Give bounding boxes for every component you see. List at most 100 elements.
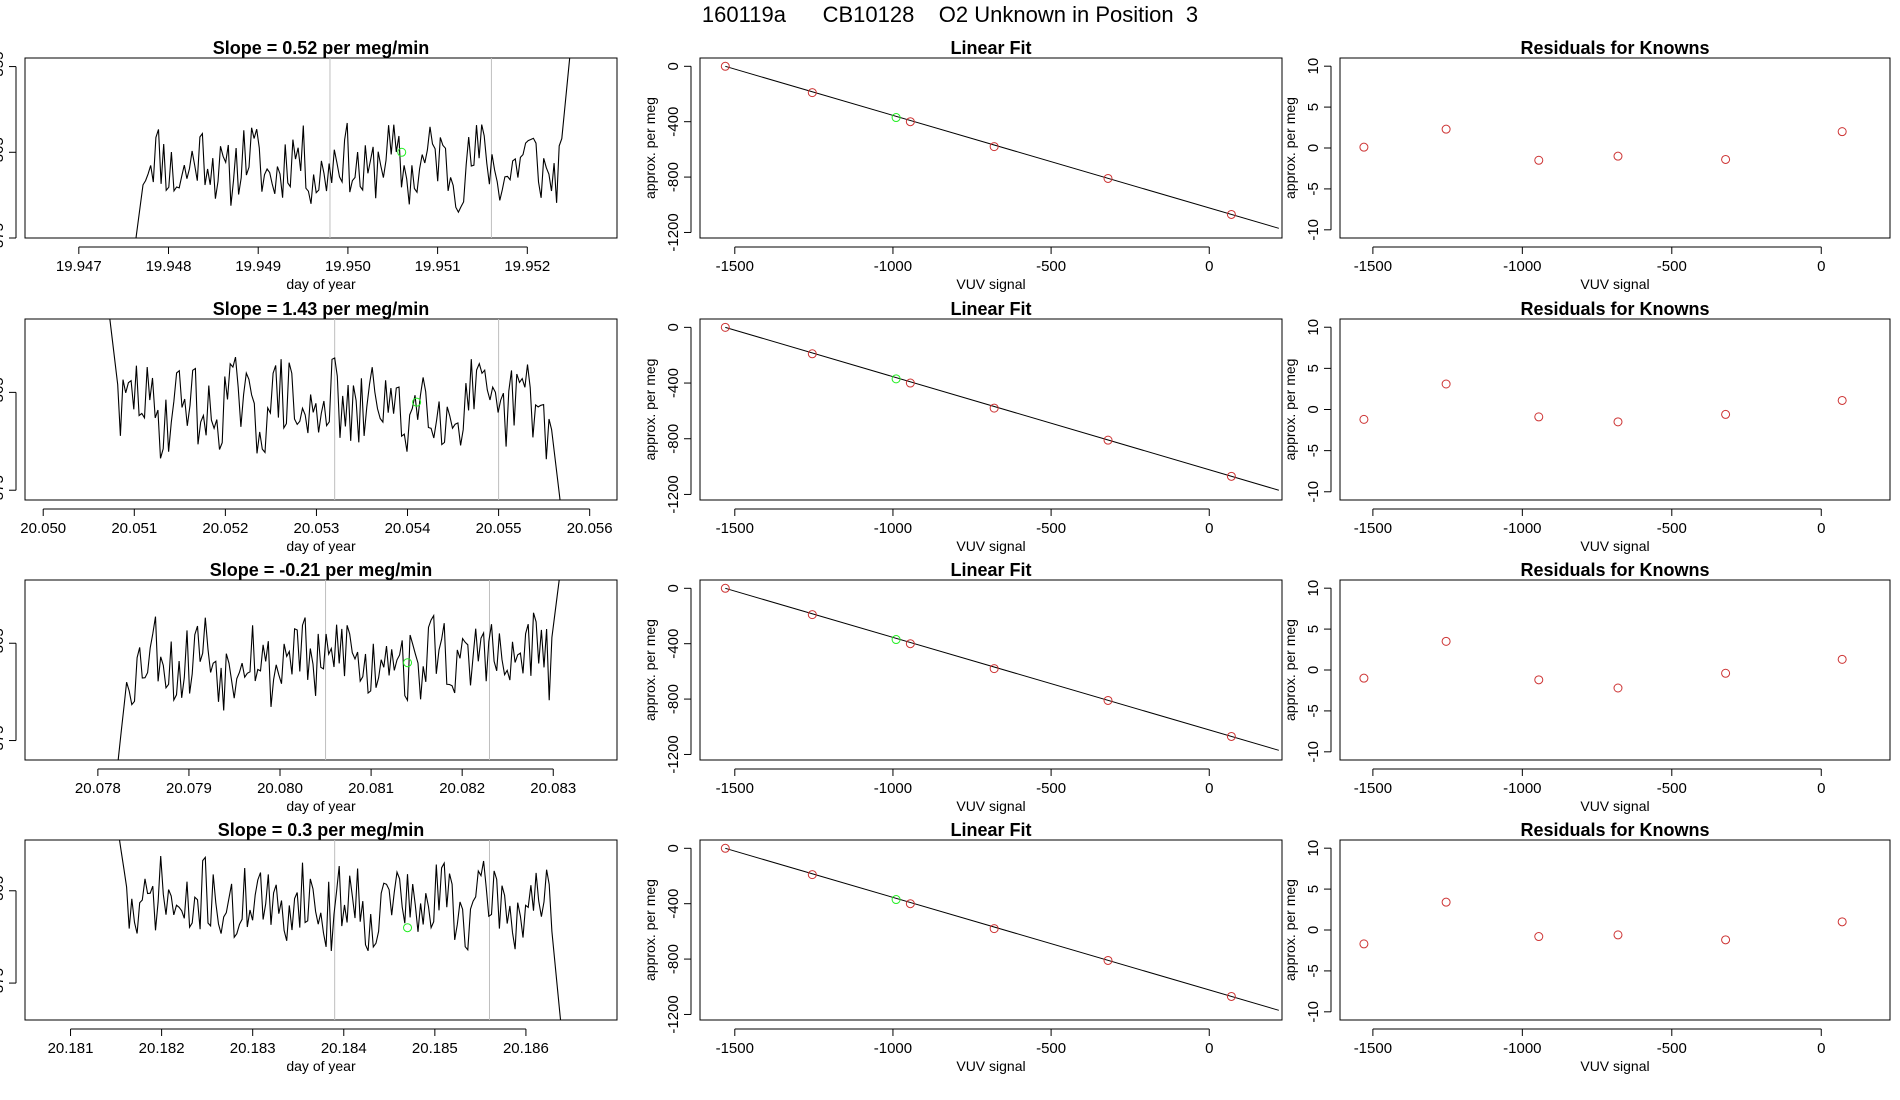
plot-area — [1359, 124, 1847, 165]
x-tick-label: -1000 — [874, 520, 912, 537]
panel-linear-fit-2: Linear Fit -1500 -1000 -500 0 VUV signal 0 -400… — [642, 299, 1283, 554]
x-tick-label: 19.948 — [146, 258, 192, 275]
y-tick-label: -365 — [0, 377, 7, 407]
known-point — [1359, 142, 1369, 152]
known-point — [1534, 675, 1544, 685]
x-tick-label: 0 — [1205, 1040, 1213, 1057]
panel-residuals-1: Residuals for Knowns -1500 -1000 -500 0 VUV s… — [1282, 38, 1891, 292]
y-axis-label: approx. per meg — [642, 359, 658, 461]
x-tick-label: -500 — [1036, 780, 1066, 797]
known-point — [720, 843, 730, 853]
known-point — [1837, 127, 1847, 137]
x-tick-label: 20.181 — [48, 1040, 94, 1057]
plot-area — [118, 840, 562, 1020]
x-tick-label: 19.952 — [504, 258, 550, 275]
known-point — [720, 583, 730, 593]
unknown-point — [891, 374, 901, 384]
known-point — [807, 870, 817, 880]
x-tick-label: -500 — [1657, 520, 1687, 537]
plot-frame — [24, 318, 618, 501]
panel-timeseries-1: Slope = 0.52 per meg/min 19.947 19.948 19.9… — [0, 38, 618, 292]
figure-title: 160119a CB10128 O2 Unknown in Position 3 — [701, 2, 1199, 27]
series-line — [118, 840, 562, 1020]
y-tick-label: -375 — [0, 968, 7, 998]
x-tick-label: -1000 — [874, 780, 912, 797]
y-tick-label: -1200 — [665, 735, 682, 773]
x-tick-label: 20.083 — [530, 780, 576, 797]
panel-title: Slope = 0.52 per meg/min — [213, 38, 430, 58]
x-tick-label: 19.950 — [325, 258, 371, 275]
y-tick-label: -800 — [665, 162, 682, 192]
x-tick-label: -1000 — [1503, 780, 1541, 797]
unknown-point — [412, 397, 422, 407]
known-point — [1534, 412, 1544, 422]
known-point — [807, 349, 817, 359]
x-tick-label: 20.080 — [257, 780, 303, 797]
y-tick-label: -375 — [0, 223, 7, 253]
x-tick-label: 20.078 — [75, 780, 121, 797]
panel-title: Linear Fit — [950, 299, 1031, 319]
known-point — [1613, 930, 1623, 940]
y-tick-label: 0 — [665, 323, 682, 331]
y-tick-label: 0 — [1305, 666, 1322, 674]
x-tick-label: -1500 — [716, 520, 754, 537]
x-tick-label: 20.056 — [567, 520, 613, 537]
known-point — [1359, 673, 1369, 683]
known-point — [1837, 395, 1847, 405]
x-tick-label: -500 — [1657, 1040, 1687, 1057]
known-point — [720, 61, 730, 71]
unknown-point — [403, 923, 413, 933]
x-tick-label: 0 — [1205, 258, 1213, 275]
x-axis-label: VUV signal — [1580, 798, 1649, 814]
y-tick-label: 0 — [665, 62, 682, 70]
known-point — [1613, 417, 1623, 427]
known-point — [720, 322, 730, 332]
x-tick-label: -500 — [1657, 258, 1687, 275]
y-tick-label: -400 — [665, 107, 682, 137]
y-axis-label: approx. per meg — [1282, 619, 1298, 721]
y-tick-label: 0 — [665, 844, 682, 852]
y-tick-label: -1200 — [665, 995, 682, 1033]
y-tick-label: -5 — [1305, 704, 1322, 717]
plot-frame — [699, 579, 1283, 761]
y-tick-label: 0 — [665, 584, 682, 592]
known-point — [1103, 173, 1113, 183]
plot-frame — [699, 318, 1283, 501]
y-tick-label: 0 — [1305, 926, 1322, 934]
known-point — [1441, 379, 1451, 389]
plot-frame — [1339, 579, 1891, 761]
x-tick-label: -1500 — [1354, 780, 1392, 797]
panel-title: Residuals for Knowns — [1520, 38, 1709, 58]
plot-area — [1359, 379, 1847, 427]
y-tick-label: 0 — [1305, 405, 1322, 413]
x-tick-label: 20.050 — [20, 520, 66, 537]
y-tick-label: -10 — [1305, 481, 1322, 503]
panel-title: Residuals for Knowns — [1520, 560, 1709, 580]
x-tick-label: -500 — [1036, 258, 1066, 275]
known-point — [905, 639, 915, 649]
x-tick-label: 20.185 — [412, 1040, 458, 1057]
x-tick-label: -500 — [1036, 520, 1066, 537]
y-tick-label: 10 — [1305, 319, 1322, 336]
x-tick-label: 20.186 — [503, 1040, 549, 1057]
known-point — [905, 117, 915, 127]
x-axis-label: VUV signal — [1580, 538, 1649, 554]
panel-title: Linear Fit — [950, 820, 1031, 840]
x-axis-label: VUV signal — [1580, 1058, 1649, 1074]
known-point — [1837, 654, 1847, 664]
x-tick-label: -1000 — [874, 258, 912, 275]
series-line — [135, 58, 571, 238]
x-tick-label: 20.183 — [230, 1040, 276, 1057]
x-axis-label: day of year — [286, 798, 356, 814]
y-tick-label: -365 — [0, 876, 7, 906]
fit-line — [725, 326, 1279, 491]
x-tick-label: 0 — [1817, 520, 1825, 537]
known-point — [989, 664, 999, 674]
panel-title: Linear Fit — [950, 560, 1031, 580]
x-tick-label: 20.053 — [294, 520, 340, 537]
known-point — [1721, 154, 1731, 164]
plot-area — [720, 322, 1279, 491]
x-tick-label: 20.079 — [166, 780, 212, 797]
x-tick-label: -1500 — [716, 258, 754, 275]
